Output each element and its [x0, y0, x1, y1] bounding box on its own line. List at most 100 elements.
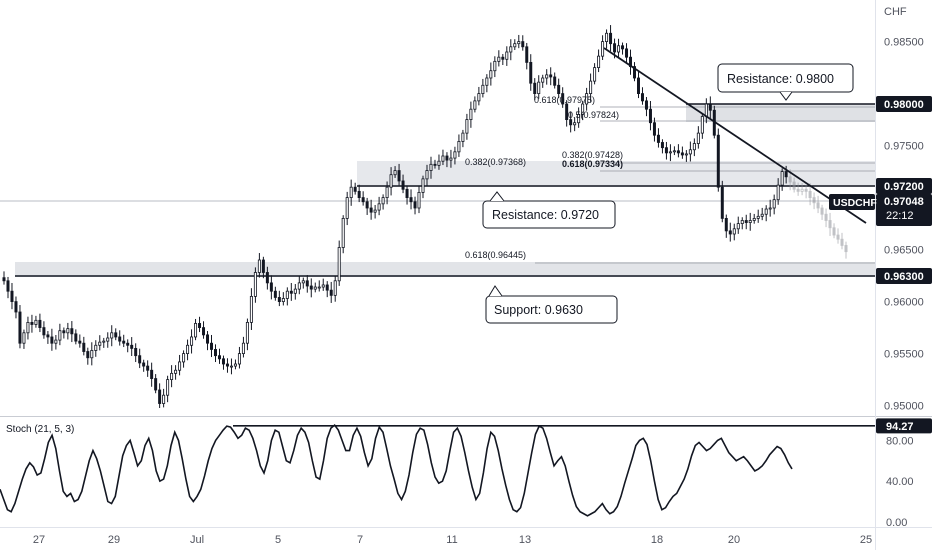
- candle[interactable]: [10, 282, 14, 310]
- candle[interactable]: [736, 216, 740, 234]
- candle[interactable]: [417, 185, 421, 214]
- candle[interactable]: [457, 134, 461, 157]
- candle[interactable]: [26, 316, 30, 340]
- stoch-line[interactable]: [0, 423, 793, 517]
- candle[interactable]: [313, 282, 317, 293]
- candle[interactable]: [429, 156, 433, 179]
- candle[interactable]: [38, 313, 42, 333]
- candle[interactable]: [437, 154, 441, 170]
- candle[interactable]: [82, 336, 86, 356]
- candle[interactable]: [708, 96, 712, 119]
- candle[interactable]: [481, 78, 485, 98]
- candle[interactable]: [62, 327, 66, 339]
- candle[interactable]: [134, 343, 138, 363]
- candle[interactable]: [605, 29, 609, 49]
- candle[interactable]: [740, 217, 744, 230]
- candle[interactable]: [585, 87, 589, 111]
- candle[interactable]: [469, 101, 473, 128]
- candle[interactable]: [533, 78, 537, 100]
- candle[interactable]: [744, 214, 748, 230]
- candle[interactable]: [86, 347, 90, 365]
- candle[interactable]: [325, 281, 329, 298]
- candle[interactable]: [178, 354, 182, 376]
- candle[interactable]: [237, 346, 241, 369]
- candle[interactable]: [688, 141, 692, 162]
- candle[interactable]: [233, 359, 237, 370]
- candle[interactable]: [305, 275, 309, 293]
- candle[interactable]: [828, 212, 832, 236]
- candle[interactable]: [565, 100, 569, 127]
- candle[interactable]: [257, 253, 261, 278]
- candle[interactable]: [692, 138, 696, 157]
- candle[interactable]: [281, 292, 285, 306]
- candle[interactable]: [46, 331, 50, 344]
- candle[interactable]: [229, 358, 233, 375]
- candle[interactable]: [752, 213, 756, 224]
- candle[interactable]: [433, 159, 437, 169]
- candle[interactable]: [194, 318, 198, 341]
- candle[interactable]: [680, 146, 684, 159]
- candle[interactable]: [34, 315, 38, 328]
- candle[interactable]: [329, 281, 333, 303]
- candle[interactable]: [820, 204, 824, 220]
- candle[interactable]: [98, 335, 102, 351]
- candle[interactable]: [792, 177, 796, 193]
- candle[interactable]: [501, 53, 505, 65]
- candle[interactable]: [317, 280, 321, 292]
- candle[interactable]: [409, 189, 413, 210]
- candle[interactable]: [381, 194, 385, 210]
- candle[interactable]: [772, 194, 776, 215]
- candle[interactable]: [142, 359, 146, 372]
- candle[interactable]: [90, 342, 94, 366]
- candle[interactable]: [277, 290, 281, 307]
- candle[interactable]: [190, 329, 194, 354]
- candle[interactable]: [225, 358, 229, 373]
- candle[interactable]: [241, 336, 245, 358]
- candle[interactable]: [473, 96, 477, 113]
- candle[interactable]: [824, 208, 828, 228]
- candle[interactable]: [553, 72, 557, 89]
- candle[interactable]: [373, 204, 377, 219]
- candle[interactable]: [210, 334, 214, 358]
- candle[interactable]: [493, 56, 497, 78]
- candle[interactable]: [569, 111, 573, 133]
- candle[interactable]: [812, 192, 816, 210]
- candle[interactable]: [186, 339, 190, 361]
- candle[interactable]: [42, 321, 46, 339]
- candle[interactable]: [461, 129, 465, 148]
- candle[interactable]: [800, 182, 804, 196]
- candle[interactable]: [341, 215, 345, 254]
- candle[interactable]: [593, 63, 597, 85]
- time-axis[interactable]: 27 29 Jul 5 7 11 13 18 20 25: [33, 534, 872, 546]
- candle[interactable]: [497, 50, 501, 67]
- candle[interactable]: [150, 362, 154, 387]
- callout-resistance-0980[interactable]: Resistance: 0.9800: [717, 63, 854, 101]
- candle[interactable]: [413, 196, 417, 215]
- candle[interactable]: [261, 256, 265, 279]
- candle[interactable]: [389, 167, 393, 196]
- candle[interactable]: [844, 241, 848, 259]
- candle[interactable]: [477, 86, 481, 106]
- candle[interactable]: [22, 329, 26, 349]
- candle[interactable]: [126, 339, 130, 353]
- candle[interactable]: [118, 330, 122, 346]
- candle[interactable]: [621, 42, 625, 55]
- candle[interactable]: [505, 46, 509, 66]
- candle[interactable]: [114, 328, 118, 341]
- candle[interactable]: [513, 39, 517, 51]
- candle[interactable]: [557, 78, 561, 99]
- candle[interactable]: [154, 374, 158, 394]
- candle[interactable]: [581, 100, 585, 121]
- candle[interactable]: [293, 284, 297, 300]
- candle[interactable]: [664, 141, 668, 160]
- candle[interactable]: [122, 334, 126, 348]
- candle[interactable]: [445, 152, 449, 168]
- downtrend-line[interactable]: [603, 47, 867, 224]
- candle[interactable]: [660, 139, 664, 154]
- candle[interactable]: [732, 223, 736, 241]
- candle[interactable]: [202, 321, 206, 339]
- candle[interactable]: [345, 191, 349, 226]
- candles-group[interactable]: [2, 25, 848, 408]
- candle[interactable]: [449, 149, 453, 168]
- candle[interactable]: [70, 321, 74, 343]
